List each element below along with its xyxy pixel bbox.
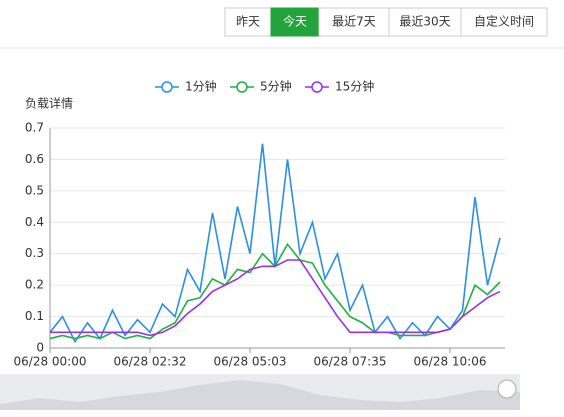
button-label[interactable]: 昨天 [236, 15, 260, 29]
legend-marker[interactable] [161, 81, 173, 93]
y-tick-label: 0 [36, 341, 44, 355]
legend-label[interactable]: 15分钟 [335, 79, 374, 94]
x-tick-label: 06/28 07:35 [314, 355, 387, 369]
x-tick-label: 06/28 00:00 [14, 355, 87, 369]
legend-marker[interactable] [236, 81, 248, 93]
button[interactable] [318, 7, 390, 37]
button-label[interactable]: 最近7天 [332, 15, 376, 29]
x-tick-label: 06/28 02:32 [114, 355, 187, 369]
y-tick-label: 0.3 [25, 246, 44, 260]
y-tick-label: 0.7 [25, 121, 44, 135]
y-axis-label: 负载详情 [25, 96, 73, 111]
button[interactable] [460, 7, 548, 37]
x-tick-label: 06/28 05:03 [214, 355, 287, 369]
zoom-preview [0, 380, 520, 410]
y-tick-label: 0.1 [25, 309, 44, 323]
y-tick-label: 0.2 [25, 278, 44, 292]
y-tick-label: 0.5 [25, 183, 44, 197]
legend-label[interactable]: 5分钟 [260, 79, 292, 94]
button-label[interactable]: 今天 [283, 14, 307, 29]
y-tick-label: 0.6 [25, 152, 44, 166]
series-line [49, 143, 501, 344]
legend-marker[interactable] [311, 81, 323, 93]
x-tick-label: 06/28 10:06 [414, 355, 487, 369]
zoom-handle[interactable] [497, 379, 517, 399]
legend-label[interactable]: 1分钟 [185, 79, 217, 94]
series-line [50, 259, 501, 337]
button-label[interactable]: 自定义时间 [474, 14, 534, 29]
y-tick-label: 0.4 [25, 215, 44, 229]
button-label[interactable]: 最近30天 [399, 15, 450, 29]
